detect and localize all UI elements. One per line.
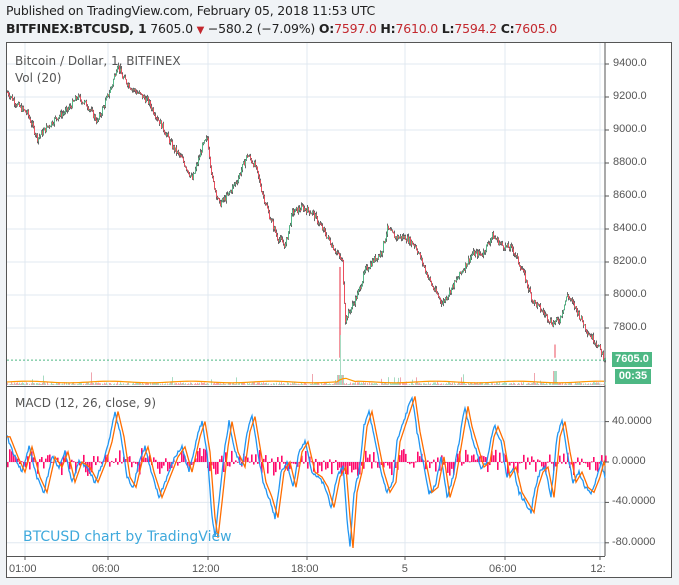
time-tick-label: 12:00 [192, 563, 220, 575]
last-price-tag: 7605.0 [612, 352, 652, 367]
price-tick-label: 8200.0 [613, 255, 647, 267]
symbol: BITFINEX:BTCUSD, 1 [6, 21, 147, 36]
price-tick-label: 8600.0 [613, 189, 647, 201]
last-price: 7605.0 [150, 21, 193, 36]
published-line: Published on TradingView.com, February 0… [6, 3, 376, 18]
price-tick-label: 8800.0 [613, 156, 647, 168]
open-value: 7597.0 [334, 21, 377, 36]
high-value: 7610.0 [395, 21, 439, 36]
low-value: 7594.2 [454, 21, 497, 36]
price-pane-title: Bitcoin / Dollar, 1, BITFINEX [15, 54, 181, 68]
time-tick-label: 06:00 [489, 563, 517, 575]
low-label: L: [441, 21, 455, 36]
symbol-quote-line: BITFINEX:BTCUSD, 1 7605.0 ▼ −580.2 (−7.0… [6, 21, 557, 36]
close-label: C: [500, 21, 515, 36]
chart-frame[interactable] [6, 42, 672, 578]
price-tick-label: 9400.0 [613, 57, 647, 69]
close-value: 7605.0 [514, 21, 558, 36]
high-label: H: [380, 21, 396, 36]
time-tick-label: 12: [590, 563, 606, 575]
price-tick-label: 8000.0 [613, 288, 647, 300]
open-label: O: [318, 21, 335, 36]
watermark-link[interactable]: BTCUSD chart by TradingView [23, 529, 232, 545]
price-tick-label: 7800.0 [613, 321, 647, 333]
macd-tick-label: -80.0000 [612, 535, 656, 548]
down-arrow-icon: ▼ [196, 25, 205, 36]
price-tick-label: 9000.0 [613, 123, 647, 135]
macd-tick-label: -40.0000 [612, 495, 656, 508]
macd-tick-label: 40.0000 [612, 414, 652, 427]
price-tick-label: 9200.0 [613, 90, 647, 102]
macd-pane-title: MACD (12, 26, close, 9) [15, 396, 157, 410]
time-tick-label: 06:00 [92, 563, 120, 575]
time-tick-label: 5 [401, 563, 408, 575]
time-tick-label: 18:00 [291, 563, 319, 575]
macd-tick-label: 0.0000 [612, 455, 646, 467]
price-change: −580.2 (−7.09%) [207, 21, 316, 36]
price-tick-label: 8400.0 [613, 222, 647, 234]
time-tick-label: 01:00 [9, 563, 37, 575]
volume-label: Vol (20) [15, 71, 62, 85]
countdown-tag: 00:35 [615, 369, 651, 384]
